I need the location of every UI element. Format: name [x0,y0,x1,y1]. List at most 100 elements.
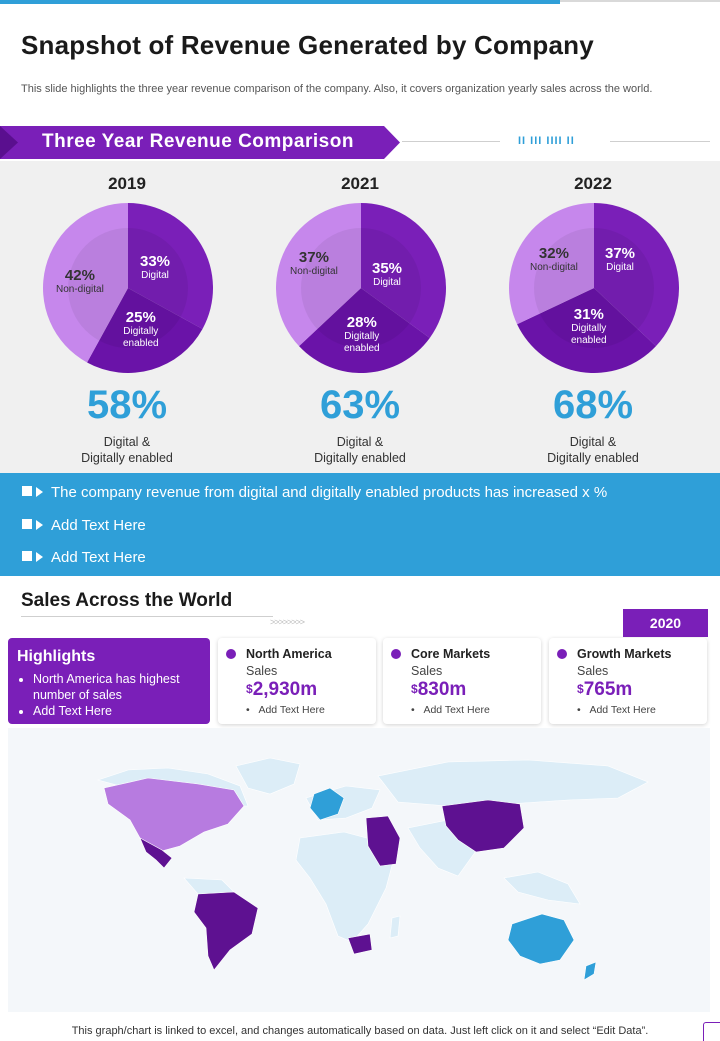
pie-inner-shade [68,228,188,348]
map-southeast-asia [503,871,581,905]
play-arrow-icon [36,487,43,497]
pie-year: 2022 [574,174,612,193]
banner-divider [402,141,500,142]
card-region: Core Markets [411,647,491,661]
page-title: Snapshot of Revenue Generated by Company [21,30,594,60]
map-western-europe [309,787,345,821]
map-north-america [103,777,245,853]
card-value: $765m [577,679,633,700]
card-region: North America [246,647,332,661]
pie-label-non-digital: 32% Non-digital [530,245,578,273]
pie-chart-2022[interactable] [509,203,679,373]
pie-summary-value: 58% [86,383,168,427]
pie-slice-non-digital[interactable] [43,203,128,363]
sales-card-north-america: North America Sales $2,930m • Add Text H… [218,638,376,724]
card-region: Growth Markets [577,647,672,661]
pie-label-non-digital: 37% Non-digital [290,249,338,277]
card-label: Sales [577,664,609,678]
pie-slice-non-digital[interactable] [509,203,594,325]
footer-note: This graph/chart is linked to excel, and… [71,1025,649,1037]
square-bullet-icon [22,486,32,496]
pie-caption: Digital & Digitally enabled [81,435,173,465]
section-banner-title: Three Year Revenue Comparison [42,131,354,152]
insight-bullet: Add Text Here [22,549,146,566]
pie-slice-non-digital[interactable] [276,203,361,347]
pie-block-2022: 2022 37% Digital 31% Digitally enabled 32% N… [493,161,693,473]
card-note: • Add Text Here [411,704,490,716]
sales-section-title: Sales Across the World [21,590,233,611]
square-bullet-icon [22,551,32,561]
pie-label-digital: 37% Digital [605,245,636,273]
corner-decoration [703,1022,720,1041]
map-brazil [193,891,259,971]
pie-slice-digital[interactable] [361,203,446,338]
map-south-africa [347,933,373,955]
pie-chart-2019[interactable] [43,203,213,373]
pie-block-2021: 2021 35% Digital 28% Digitally enabled 37% N… [260,161,460,473]
pie-caption: Digital & Digitally enabled [547,435,639,465]
card-label: Sales [411,664,443,678]
map-south-america-north [183,877,235,895]
square-bullet-icon [22,519,32,529]
insight-bullet: Add Text Here [22,517,146,534]
pie-slice-digital[interactable] [594,203,679,347]
pie-slice-digitally-enabled[interactable] [517,288,656,373]
pie-label-non-digital: 42% Non-digital [56,267,104,295]
world-map-panel [8,728,710,1012]
map-greenland [235,757,301,795]
map-mexico [139,837,173,869]
map-australia [507,913,575,965]
insight-bullet: The company revenue from digital and dig… [22,484,607,501]
highlights-box: Highlights North America has highest num… [8,638,210,724]
pie-label-digitally-enabled: 31% Digitally enabled [571,306,607,346]
pie-slice-digital[interactable] [128,203,213,329]
bullet-dot-icon [557,649,567,659]
top-accent-line-grey [560,0,720,2]
highlights-list: North America has highest number of sale… [17,671,213,719]
card-value: $2,930m [246,679,318,700]
year-badge: 2020 [623,609,708,637]
world-map [96,757,649,981]
bars-decoration: II III IIII II [518,135,575,147]
pie-year: 2019 [108,174,146,193]
map-new-zealand [583,961,597,981]
pie-slice-digitally-enabled[interactable] [87,288,203,373]
pie-inner-shade [534,228,654,348]
bullet-dot-icon [391,649,401,659]
insights-band [0,473,720,576]
sales-card-core-markets: Core Markets Sales $830m • Add Text Here [383,638,541,724]
card-value: $830m [411,679,467,700]
play-arrow-icon [36,520,43,530]
card-note: • Add Text Here [577,704,656,716]
pie-label-digitally-enabled: 28% Digitally enabled [344,314,380,354]
pie-label-digitally-enabled: 25% Digitally enabled [123,309,159,349]
card-note: • Add Text Here [246,704,325,716]
pie-slice-digitally-enabled[interactable] [299,288,430,373]
banner-divider-right [610,141,710,142]
pie-caption: Digital & Digitally enabled [314,435,406,465]
pie-label-digital: 33% Digital [140,253,171,281]
pie-label-digital: 35% Digital [372,260,403,288]
pie-block-2019: 2019 33% Digital 25% Digitally enabled 42% N… [27,161,227,473]
sales-card-growth-markets: Growth Markets Sales $765m • Add Text He… [549,638,707,724]
chevrons-decoration: >>>>>>>> [270,617,305,627]
highlight-item: North America has highest number of sale… [33,671,213,703]
map-china [441,799,525,853]
section-banner [0,126,400,159]
map-madagascar [389,915,401,939]
play-arrow-icon [36,552,43,562]
card-label: Sales [246,664,278,678]
pie-summary-value: 68% [552,383,634,427]
map-russia [377,759,649,807]
pie-inner-shade [301,228,421,348]
highlight-item: Add Text Here [33,703,213,719]
bullet-dot-icon [226,649,236,659]
page-subtitle: This slide highlights the three year rev… [21,83,653,95]
pie-chart-2021[interactable] [276,203,446,373]
top-accent-line [0,0,560,4]
pie-summary-value: 63% [319,383,401,427]
pie-year: 2021 [341,174,379,193]
map-middle-east [365,815,401,867]
highlights-heading: Highlights [17,648,96,665]
sales-title-underline [21,616,273,617]
